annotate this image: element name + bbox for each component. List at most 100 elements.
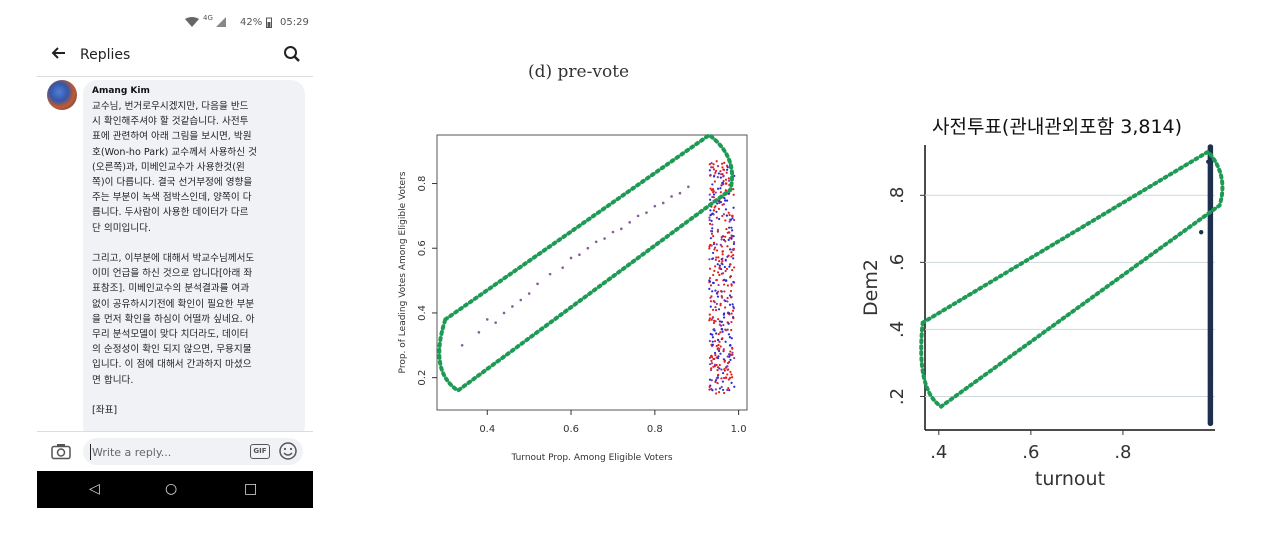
data-point <box>721 166 724 169</box>
data-point <box>715 243 718 246</box>
search-icon[interactable] <box>283 45 301 67</box>
data-point <box>709 300 713 303</box>
data-point <box>711 166 715 169</box>
comment-author[interactable]: Amang Kim <box>92 86 150 96</box>
data-point <box>717 343 720 347</box>
data-point <box>494 321 497 324</box>
data-point <box>710 355 714 359</box>
data-point <box>645 211 648 214</box>
data-point <box>730 373 733 376</box>
data-point <box>711 308 715 311</box>
nav-home-icon[interactable]: ○ <box>165 481 178 497</box>
data-point <box>716 295 720 298</box>
data-point <box>714 258 717 261</box>
data-point <box>724 269 727 273</box>
nav-recents-icon[interactable]: □ <box>244 481 258 497</box>
data-point <box>477 331 481 334</box>
data-point <box>721 337 724 340</box>
data-point <box>718 340 721 343</box>
data-point <box>721 263 724 266</box>
data-point <box>728 376 732 379</box>
data-point <box>603 237 606 240</box>
data-point <box>718 264 721 267</box>
reply-input[interactable]: Write a reply... GIF <box>83 438 303 465</box>
back-arrow-icon[interactable] <box>51 45 67 65</box>
data-point <box>715 249 719 252</box>
data-point <box>722 349 725 352</box>
data-point <box>725 214 728 217</box>
data-point <box>712 273 715 277</box>
data-point <box>727 312 731 315</box>
data-point <box>714 306 717 309</box>
gif-button[interactable]: GIF <box>250 444 270 459</box>
data-point <box>724 182 728 185</box>
data-point <box>725 199 729 202</box>
data-point <box>716 368 719 372</box>
avatar[interactable] <box>47 80 77 110</box>
y-axis-label: Dem2 <box>860 259 882 316</box>
data-point <box>724 178 728 181</box>
app-bar: Replies <box>37 36 313 77</box>
y-axis-label: Prop. of Leading Votes Among Eligible Vo… <box>398 171 408 373</box>
data-point <box>724 259 727 262</box>
clock: 05:29 <box>280 17 309 28</box>
data-point <box>719 290 723 293</box>
data-point <box>721 380 724 383</box>
data-point <box>732 280 735 284</box>
data-point <box>717 349 721 353</box>
data-point <box>712 175 716 178</box>
data-point <box>728 389 731 392</box>
data-point <box>726 168 729 171</box>
data-point <box>728 355 731 358</box>
data-point <box>712 300 715 303</box>
data-point <box>723 161 726 164</box>
data-point <box>711 212 714 215</box>
data-point <box>715 377 718 380</box>
data-point <box>727 238 730 241</box>
data-point <box>715 363 718 367</box>
data-point <box>721 214 724 218</box>
data-point <box>717 317 720 321</box>
wifi-icon <box>185 17 199 31</box>
data-point <box>708 163 711 166</box>
data-point <box>548 272 552 276</box>
data-point <box>730 251 733 254</box>
data-point <box>722 313 725 316</box>
data-point <box>712 365 715 368</box>
data-point <box>730 381 733 384</box>
data-point <box>732 248 735 252</box>
data-point <box>511 305 514 308</box>
data-point <box>724 328 727 331</box>
data-point <box>719 187 722 190</box>
data-point <box>731 309 735 312</box>
emoji-icon[interactable] <box>278 441 298 465</box>
data-point <box>714 392 718 395</box>
data-point <box>710 379 713 382</box>
data-point <box>730 328 733 332</box>
x-tick-label: .8 <box>1114 442 1131 463</box>
data-point <box>733 218 736 222</box>
data-point <box>718 201 721 205</box>
data-point <box>710 362 714 365</box>
data-point <box>717 332 720 336</box>
data-point <box>714 379 718 382</box>
data-point <box>628 221 632 224</box>
data-point <box>732 240 736 244</box>
data-point <box>716 228 720 231</box>
data-point <box>724 240 727 243</box>
data-point <box>730 229 734 232</box>
data-point <box>715 210 718 213</box>
data-point <box>519 298 523 302</box>
data-point <box>678 191 682 195</box>
data-point <box>717 172 721 175</box>
data-point <box>711 290 714 293</box>
data-point <box>730 337 733 340</box>
data-point <box>733 385 736 388</box>
nav-back-icon[interactable]: ◁ <box>89 481 100 497</box>
scatter-chart-left: 0.2 0.4 0.6 0.8 0.4 0.6 0.8 1.0 Turnout Prop. Am… <box>398 132 748 463</box>
data-point <box>714 169 718 173</box>
y-tick-label: .8 <box>887 187 908 204</box>
camera-icon[interactable] <box>51 443 71 464</box>
data-point <box>728 294 732 297</box>
data-point <box>708 287 711 290</box>
